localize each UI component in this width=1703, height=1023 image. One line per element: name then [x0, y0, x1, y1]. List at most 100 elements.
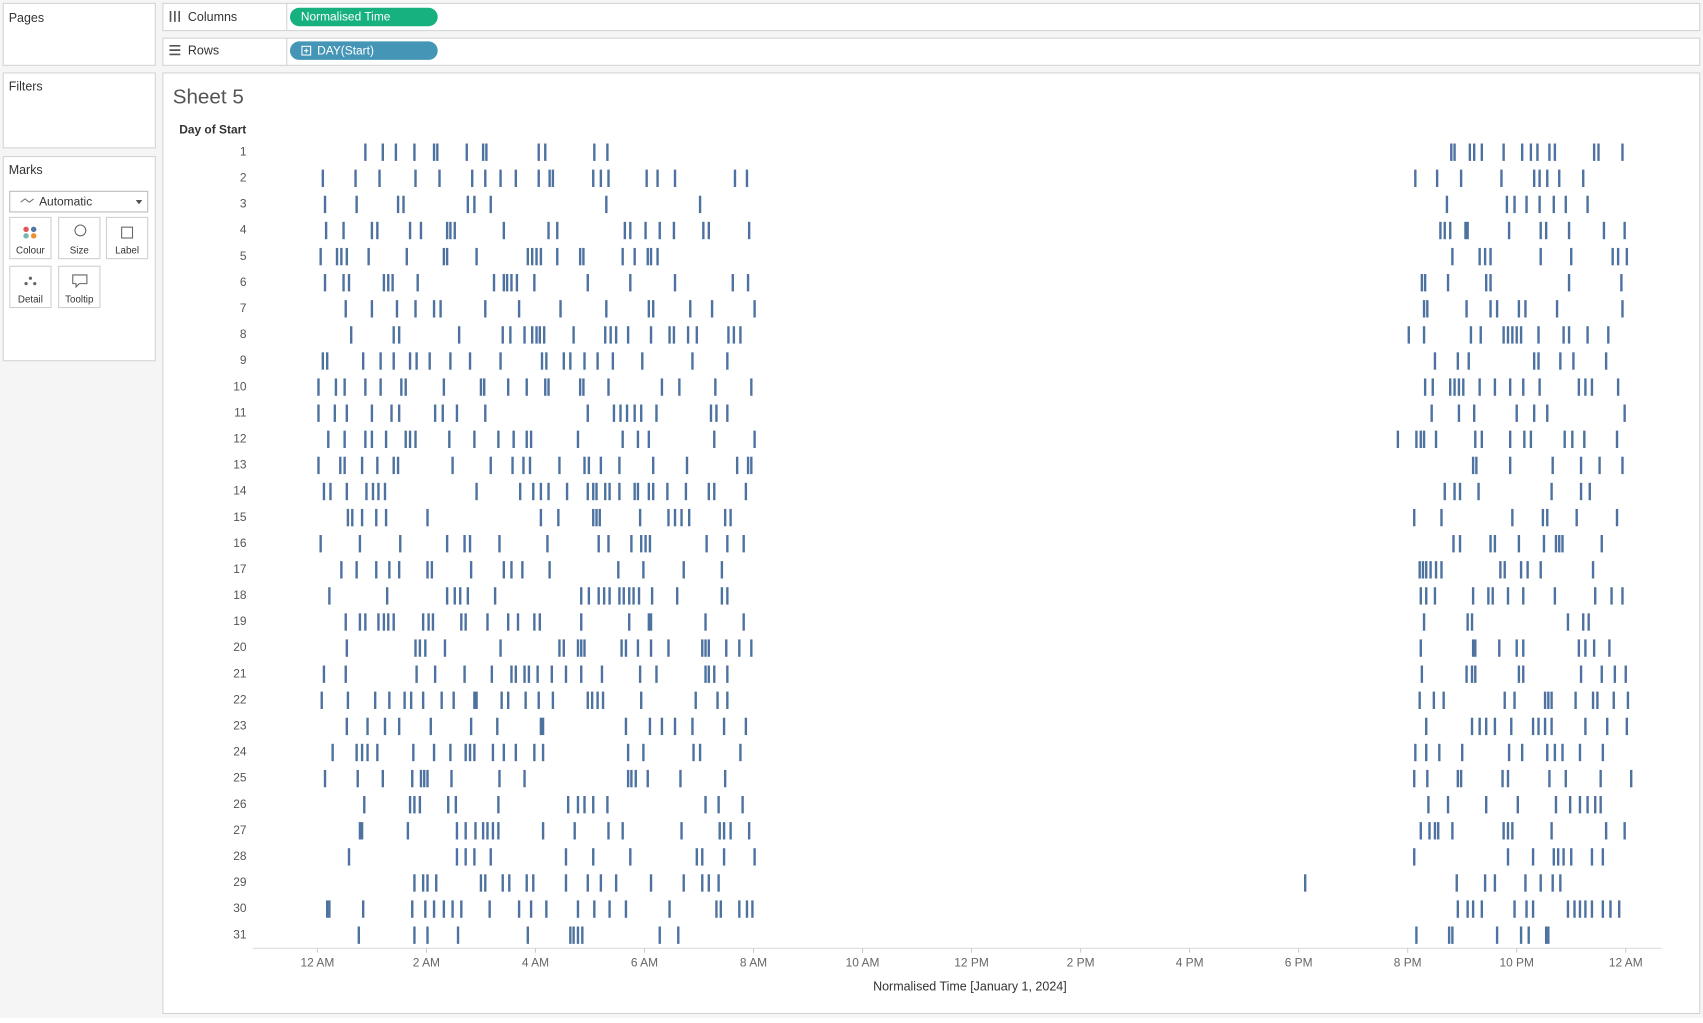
event-mark: [1584, 900, 1587, 918]
event-mark: [1562, 326, 1565, 344]
event-mark: [586, 274, 589, 292]
event-mark: [701, 848, 704, 866]
event-mark: [432, 300, 436, 318]
event-mark: [1539, 247, 1542, 266]
event-mark: [533, 613, 536, 631]
event-mark: [1478, 378, 1481, 396]
event-mark: [387, 613, 390, 631]
event-mark: [1519, 926, 1523, 944]
event-mark: [1547, 926, 1550, 944]
event-mark: [1616, 247, 1620, 266]
colour-card[interactable]: [9, 216, 52, 260]
event-mark: [1544, 221, 1548, 240]
event-mark: [640, 691, 643, 709]
x-tick-label: 8 AM: [740, 956, 767, 970]
event-mark: [499, 169, 502, 188]
event-mark: [1419, 822, 1422, 840]
event-mark: [413, 143, 416, 161]
event-mark: [626, 743, 630, 762]
event-mark: [1550, 691, 1553, 709]
event-mark: [375, 561, 378, 579]
size-card[interactable]: [58, 216, 101, 260]
event-mark: [1607, 326, 1610, 344]
pages-heading: Pages: [9, 11, 44, 25]
event-mark: [677, 926, 680, 944]
event-mark: [1546, 508, 1549, 527]
event-mark: [466, 587, 470, 605]
event-mark: [592, 482, 595, 501]
row-label: 23: [233, 719, 247, 733]
event-mark: [382, 613, 386, 631]
event-mark: [537, 691, 540, 709]
event-mark: [454, 796, 458, 814]
plot: 12 AM 2 AM 4 AM 6 AM 8 AM 10 AM 12 PM 2 PM 4 PM 6…: [233, 143, 1643, 970]
event-mark: [432, 143, 436, 161]
event-mark: [370, 300, 374, 318]
event-mark: [1484, 796, 1488, 814]
icon: [23, 226, 29, 233]
event-mark: [483, 378, 486, 396]
event-mark: [747, 822, 751, 840]
event-mark: [583, 456, 586, 475]
event-mark: [604, 326, 607, 344]
event-mark: [704, 639, 707, 657]
event-mark: [1442, 691, 1445, 709]
event-mark: [565, 482, 569, 501]
event-mark: [468, 352, 472, 370]
event-mark: [409, 691, 413, 709]
event-mark: [1550, 822, 1553, 840]
card-label: Size: [70, 246, 89, 257]
event-mark: [652, 482, 655, 501]
event-mark: [361, 900, 365, 918]
event-mark: [1566, 900, 1570, 918]
event-mark: [1538, 169, 1541, 188]
event-mark: [421, 613, 425, 631]
event-mark: [381, 143, 385, 161]
event-mark: [1483, 874, 1487, 892]
event-mark: [405, 247, 408, 266]
row-label: 12: [233, 431, 247, 445]
event-mark: [358, 822, 362, 840]
event-mark: [344, 665, 347, 683]
columns-icon: [169, 11, 181, 22]
tooltip-card[interactable]: [58, 265, 101, 309]
event-mark: [416, 274, 419, 292]
mark-type-dropdown[interactable]: [9, 190, 149, 213]
event-mark: [1600, 535, 1603, 553]
event-mark: [1561, 535, 1564, 553]
event-mark: [1524, 300, 1527, 318]
event-mark: [1489, 274, 1492, 292]
event-mark: [424, 900, 427, 918]
event-mark: [1592, 639, 1596, 657]
event-mark: [329, 482, 332, 501]
event-mark: [1525, 900, 1528, 918]
event-mark: [1610, 587, 1613, 605]
event-mark: [1612, 691, 1615, 709]
event-mark: [1503, 561, 1506, 579]
event-mark: [1541, 508, 1545, 527]
row-label: 10: [233, 379, 247, 393]
event-mark: [433, 665, 437, 683]
event-mark: [562, 352, 565, 370]
rows-pill[interactable]: [289, 41, 438, 60]
event-mark: [649, 639, 653, 657]
event-mark: [1495, 300, 1499, 318]
event-mark: [317, 456, 320, 475]
event-mark: [345, 247, 349, 266]
event-mark: [521, 561, 524, 579]
event-mark: [1517, 300, 1521, 318]
event-mark: [530, 326, 534, 344]
event-mark: [607, 378, 610, 396]
event-mark: [1529, 143, 1533, 161]
event-mark: [1586, 796, 1589, 814]
event-mark: [1439, 221, 1442, 240]
columns-pill[interactable]: [289, 7, 438, 27]
event-mark: [592, 848, 595, 866]
event-mark: [727, 326, 730, 344]
event-mark: [370, 430, 374, 448]
event-mark: [1450, 143, 1453, 161]
detail-card[interactable]: [9, 265, 52, 309]
event-mark: [1467, 352, 1470, 370]
event-mark: [649, 247, 653, 266]
event-mark: [1526, 561, 1529, 579]
